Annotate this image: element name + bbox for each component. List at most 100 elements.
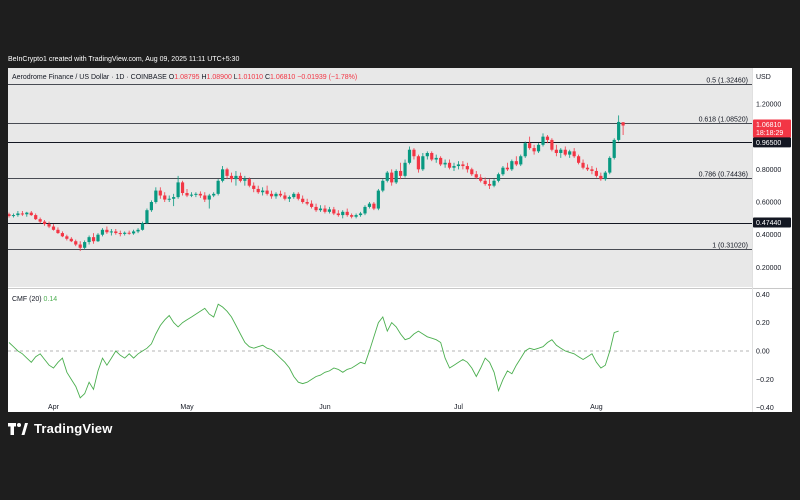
- candle-body: [278, 193, 283, 196]
- chart-legend: Aerodrome Finance / US Dollar · 1D · COI…: [12, 74, 357, 81]
- candle-body: [425, 152, 429, 157]
- candle-body: [545, 136, 550, 140]
- legend-open-value: 1.08795: [174, 74, 201, 81]
- level-price-badge: [753, 217, 791, 228]
- candle-body: [109, 231, 113, 233]
- fib-level-label: 1 (0.31020): [712, 243, 748, 250]
- candle-body: [318, 208, 323, 211]
- candle-body: [314, 206, 318, 211]
- candle-body: [523, 143, 527, 157]
- candle-body: [301, 198, 305, 203]
- price-tick-label: 0.20000: [756, 265, 781, 272]
- candle-body: [617, 121, 621, 140]
- candle-body: [372, 203, 376, 209]
- candle-body: [563, 149, 567, 155]
- badge-price-label: 0.96500: [756, 140, 781, 147]
- time-axis-label: Apr: [48, 404, 60, 411]
- candle-body: [310, 203, 314, 207]
- candlestick-chart[interactable]: Aerodrome Finance / US Dollar · 1D · COI…: [8, 68, 792, 412]
- candle-body: [132, 231, 136, 234]
- candle-body: [274, 193, 278, 197]
- candle-body: [585, 167, 590, 170]
- candle-body: [541, 136, 545, 145]
- candle-body: [225, 169, 229, 176]
- candle-body: [336, 213, 340, 216]
- candle-body: [492, 180, 496, 186]
- candle-body: [149, 202, 153, 211]
- candle-body: [305, 202, 309, 204]
- candle-body: [590, 169, 594, 171]
- candle-body: [385, 172, 389, 181]
- candle-body: [452, 166, 456, 168]
- candle-body: [87, 237, 91, 243]
- candle-body: [550, 139, 554, 150]
- candle-body: [621, 122, 625, 126]
- legend-open-label: O: [169, 74, 175, 81]
- candle-body: [167, 198, 171, 200]
- candle-body: [105, 229, 109, 233]
- candle-body: [354, 215, 358, 217]
- legend-close-value: 1.06810: [270, 74, 297, 81]
- candle-body: [180, 182, 185, 194]
- candle-body: [83, 242, 87, 248]
- price-pane-background: [8, 68, 752, 287]
- candle-body: [189, 194, 194, 196]
- candle-body: [443, 162, 447, 165]
- candle-body: [412, 149, 416, 157]
- candle-body: [127, 232, 131, 234]
- candle-body: [265, 190, 269, 194]
- time-axis-label: Jun: [319, 404, 330, 411]
- candle-body: [136, 229, 140, 232]
- candle-body: [465, 166, 469, 170]
- candle-body: [470, 169, 474, 175]
- legend-change-value: −0.01939 (−1.78%): [297, 74, 357, 81]
- price-tick-label: 0.80000: [756, 167, 781, 174]
- legend-low-value: 1.01010: [238, 74, 265, 81]
- fib-level-label: 0.618 (1.08520): [699, 117, 748, 124]
- current-price-badge: [753, 119, 791, 138]
- candle-body: [394, 170, 398, 183]
- candle-body: [390, 172, 394, 183]
- candle-body: [559, 149, 563, 153]
- candle-body: [488, 184, 492, 186]
- candle-body: [154, 190, 158, 203]
- candle-body: [430, 152, 434, 160]
- candle-body: [69, 238, 73, 242]
- candle-body: [56, 229, 60, 234]
- candle-body: [439, 157, 443, 165]
- candle-body: [612, 139, 616, 158]
- candle-body: [118, 233, 122, 235]
- candle-body: [247, 179, 251, 186]
- candle-body: [568, 151, 572, 155]
- candle-body: [447, 162, 452, 168]
- candle-body: [29, 212, 33, 216]
- candle-body: [269, 193, 274, 197]
- indicator-name: CMF (20): [12, 296, 44, 303]
- level-price-badge: [753, 137, 791, 148]
- fib-level-label: 0.786 (0.74436): [699, 172, 748, 179]
- candle-body: [114, 231, 118, 234]
- chart-credit: BeInCrypto1 created with TradingView.com…: [8, 56, 240, 63]
- candle-body: [381, 180, 385, 191]
- chart-area[interactable]: Aerodrome Finance / US Dollar · 1D · COI…: [8, 68, 792, 412]
- price-tick-label: 1.20000: [756, 101, 781, 108]
- currency-label: USD: [756, 74, 771, 81]
- candle-body: [421, 156, 425, 170]
- candle-body: [479, 177, 483, 181]
- candle-body: [38, 219, 42, 222]
- candle-body: [229, 175, 234, 180]
- tradingview-logo-icon: [8, 422, 28, 435]
- candle-body: [345, 211, 349, 216]
- candle-body: [554, 149, 558, 153]
- candle-body: [140, 223, 145, 230]
- candle-body: [532, 148, 536, 152]
- candle-body: [34, 215, 38, 220]
- candle-body: [474, 174, 478, 178]
- candle-body: [536, 144, 541, 152]
- badge-price-label: 0.47440: [756, 220, 781, 227]
- tradingview-logo[interactable]: TradingView: [8, 421, 113, 436]
- candle-body: [287, 197, 291, 199]
- candle-body: [203, 195, 207, 200]
- candle-body: [510, 161, 514, 170]
- candle-body: [207, 195, 211, 200]
